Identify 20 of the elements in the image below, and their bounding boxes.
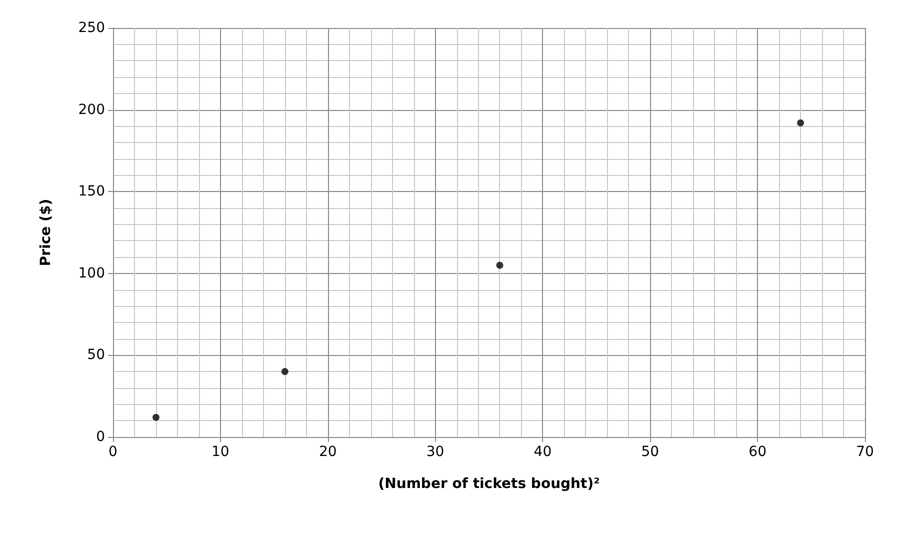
x-axis-title: (Number of tickets bought)² — [378, 476, 600, 492]
y-tick-label: 100 — [78, 265, 105, 282]
y-tick-label: 0 — [96, 429, 105, 445]
point — [281, 368, 288, 376]
y-tick-label: 200 — [78, 102, 105, 118]
x-tick-label: 60 — [748, 444, 766, 460]
point — [496, 262, 504, 269]
x-tick-label: 20 — [318, 444, 337, 460]
x-tick-label: 0 — [108, 444, 118, 460]
y-tick-label: 150 — [78, 184, 105, 200]
point — [797, 119, 804, 126]
y-tick-label: 50 — [87, 347, 105, 364]
x-tick-label: 50 — [641, 444, 660, 460]
x-tick-label: 40 — [534, 444, 552, 460]
y-tick-label: 250 — [78, 20, 105, 36]
y-axis-title: Price ($) — [38, 198, 54, 266]
x-tick-label: 10 — [212, 444, 230, 460]
x-tick-label: 70 — [856, 444, 874, 460]
point — [152, 414, 160, 421]
x-tick-label: 30 — [426, 444, 444, 460]
